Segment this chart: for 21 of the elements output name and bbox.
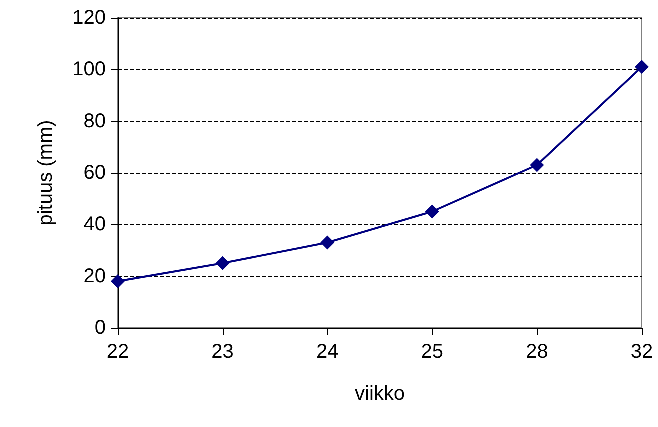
y-tick-label: 100: [72, 58, 106, 81]
x-tick-label: 28: [526, 341, 548, 363]
point: [425, 204, 440, 219]
y-axis-title: pituus (mm): [35, 120, 57, 226]
x-axis-title: viikko: [354, 383, 406, 405]
point: [635, 60, 649, 74]
y-tick-label: 20: [84, 265, 106, 288]
x-tick-label: 23: [212, 341, 234, 363]
y-tick-label: 40: [84, 214, 106, 236]
x-tick-label: 25: [421, 341, 444, 363]
x-tick-label: 22: [106, 341, 130, 363]
y-tick-label: 0: [94, 317, 106, 339]
y-tick-label: 80: [84, 110, 106, 132]
x-tick-label: 32: [630, 341, 654, 363]
point: [530, 158, 544, 172]
point: [111, 274, 125, 288]
point: [216, 256, 230, 270]
point: [320, 236, 335, 250]
y-tick-label: 60: [84, 162, 106, 184]
x-tick-label: 24: [316, 341, 339, 363]
y-tick-label: 120: [72, 7, 106, 29]
